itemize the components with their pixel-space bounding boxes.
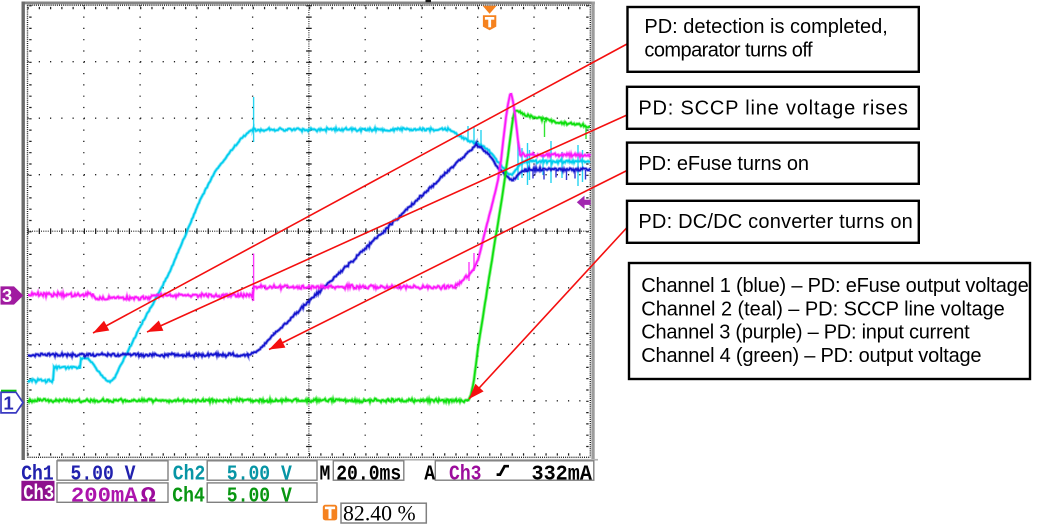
svg-text:A: A bbox=[424, 461, 435, 486]
svg-text:Ch1: Ch1 bbox=[21, 461, 54, 486]
svg-text:Channel 4 (green) – PD: output: Channel 4 (green) – PD: output voltage bbox=[641, 345, 981, 367]
svg-text:5.00 V: 5.00 V bbox=[227, 483, 292, 508]
svg-text:82.40 %: 82.40 % bbox=[343, 500, 416, 525]
svg-text:332mA: 332mA bbox=[531, 463, 592, 487]
svg-text:Ch2: Ch2 bbox=[173, 461, 206, 486]
svg-text:Channel 2 (teal) – PD: SCCP li: Channel 2 (teal) – PD: SCCP line voltage bbox=[641, 298, 1004, 320]
svg-text:Ch3: Ch3 bbox=[23, 482, 54, 506]
svg-text:200mA: 200mA bbox=[71, 484, 139, 509]
svg-text:Ch4: Ch4 bbox=[172, 483, 205, 508]
svg-text:3: 3 bbox=[2, 285, 12, 306]
svg-text:PD: detection is completed,: PD: detection is completed, bbox=[644, 16, 887, 38]
svg-text:Ch3: Ch3 bbox=[449, 461, 482, 486]
svg-text:Channel 1 (blue) – PD: eFuse o: Channel 1 (blue) – PD: eFuse output volt… bbox=[641, 275, 1028, 297]
svg-text:20.0ms: 20.0ms bbox=[336, 461, 401, 486]
svg-text:Ω: Ω bbox=[141, 483, 156, 508]
svg-text:PD: SCCP line voltage rises: PD: SCCP line voltage rises bbox=[638, 98, 908, 120]
svg-text:comparator turns off: comparator turns off bbox=[644, 40, 813, 62]
svg-text:5.00 V: 5.00 V bbox=[227, 461, 292, 486]
svg-text:M: M bbox=[320, 461, 331, 486]
svg-text:Channel 3 (purple) – PD: input: Channel 3 (purple) – PD: input current bbox=[641, 322, 970, 344]
svg-text:PD: eFuse turns on: PD: eFuse turns on bbox=[638, 153, 809, 175]
svg-text:5.00 V: 5.00 V bbox=[71, 461, 136, 486]
svg-text:PD: DC/DC converter turns on: PD: DC/DC converter turns on bbox=[638, 211, 913, 233]
svg-text:1: 1 bbox=[3, 392, 13, 413]
